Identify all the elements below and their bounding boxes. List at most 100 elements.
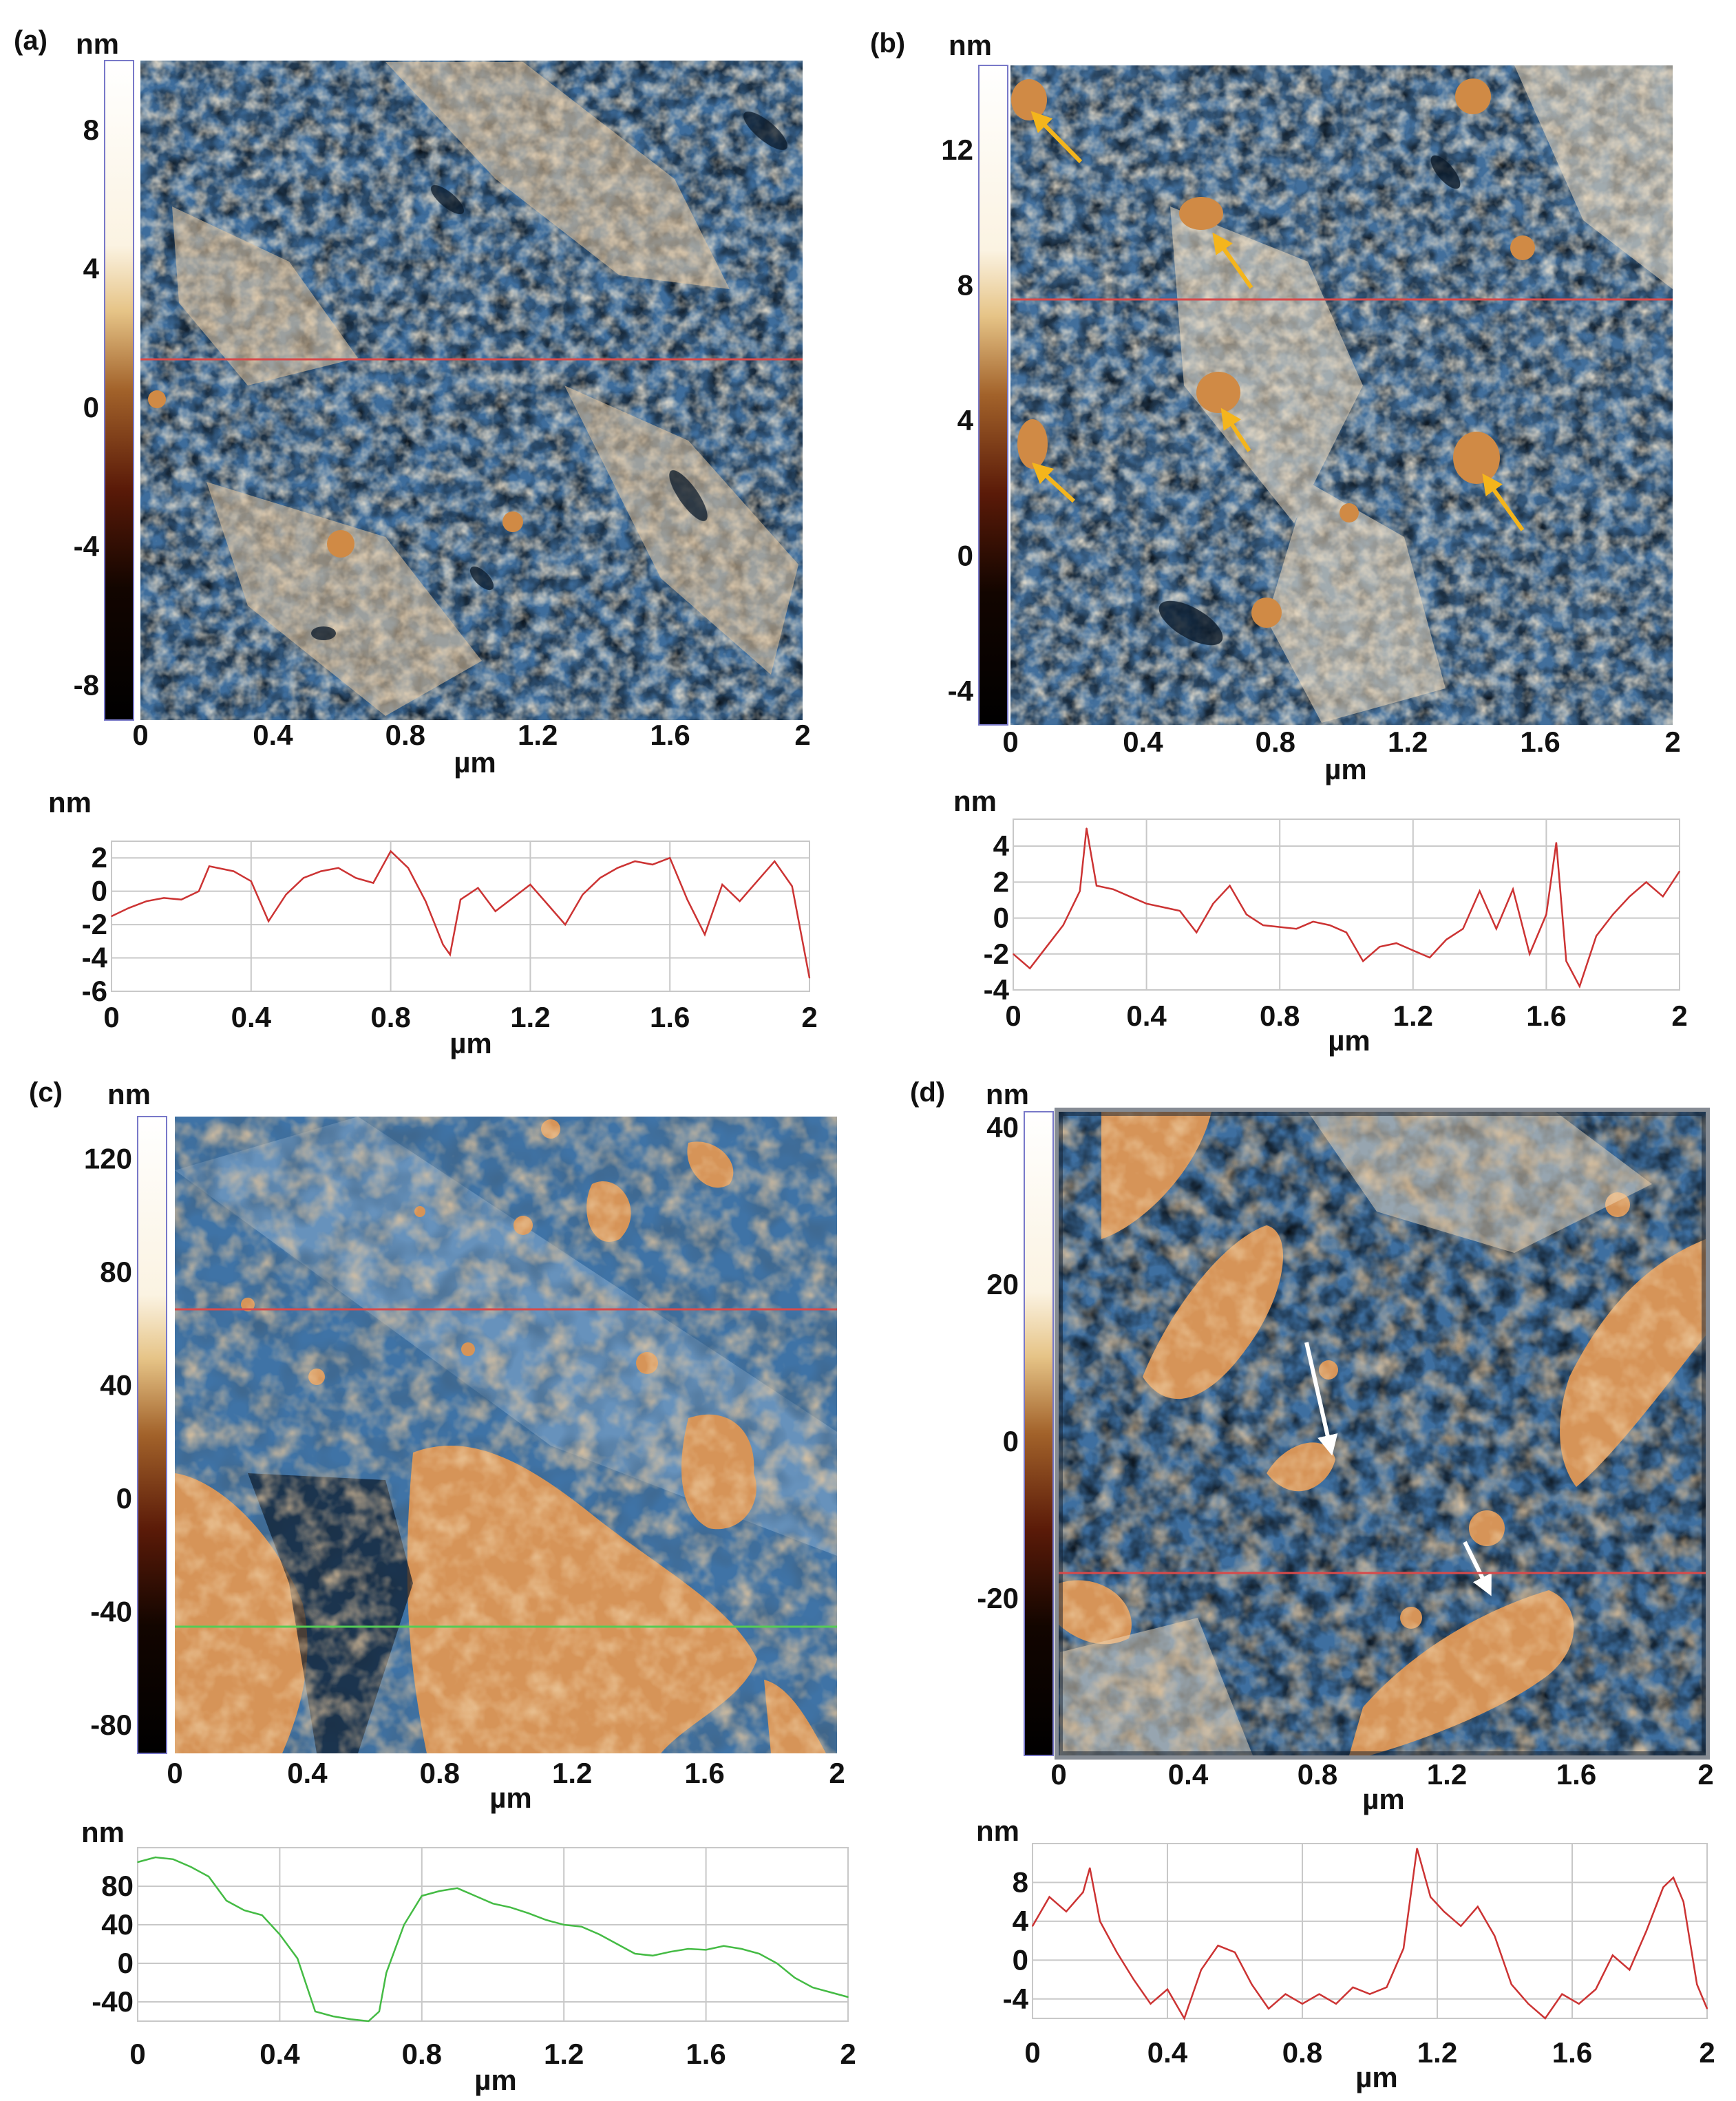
plot-a-series-line <box>111 849 811 978</box>
plot-a-point <box>251 880 252 882</box>
panel-d: (d) nm <box>910 1077 1714 1815</box>
colorbar-d <box>1024 1111 1054 1756</box>
plot-a-point <box>425 900 427 902</box>
plot-d-point <box>1082 1891 1084 1893</box>
plot-b-point <box>1262 925 1264 926</box>
plot-c-xtick: 0.4 <box>260 2038 300 2070</box>
plot-d-point <box>1682 1901 1684 1903</box>
plot-b-xtick: 2 <box>1671 1000 1687 1032</box>
plot-c-point <box>279 1934 281 1935</box>
plot-b-point <box>1196 931 1197 933</box>
colorbar-c-unit: nm <box>107 1078 151 1110</box>
xaxis-c-tick: 0.8 <box>420 1757 460 1789</box>
xaxis-b-tick: 2 <box>1664 726 1680 758</box>
plot-b-point <box>1395 942 1397 944</box>
plot-c-point <box>616 1943 618 1945</box>
plot-c-point <box>794 1977 796 1978</box>
plot-d-point <box>1099 1921 1101 1922</box>
plot-b-point <box>1512 889 1514 890</box>
colorbar-c-tick: 80 <box>100 1256 132 1288</box>
plot-d-ytick: 0 <box>1013 1943 1028 1976</box>
plot-a-point <box>442 944 444 945</box>
plot-c-point <box>368 2020 370 2022</box>
plot-d-point <box>1706 2008 1708 2009</box>
plot-d-point <box>1251 1983 1253 1985</box>
plot-a-point <box>739 900 741 902</box>
plot-c-point <box>474 1895 476 1897</box>
plot-b-point <box>1279 926 1280 928</box>
xaxis-d-tick: 2 <box>1697 1758 1713 1791</box>
plot-c-point <box>776 1963 778 1964</box>
plot-c-xlabel: µm <box>474 2064 517 2096</box>
afm-image-b <box>1010 65 1673 725</box>
plot-c-point <box>688 1948 689 1950</box>
xaxis-b-tick: 1.2 <box>1388 726 1428 758</box>
colorbar-a-tick: 8 <box>83 114 99 146</box>
xaxis-c-tick: 0 <box>167 1757 182 1789</box>
plot-c-point <box>581 1926 582 1928</box>
plot-a-point <box>582 894 584 896</box>
plot-d-point <box>1150 2003 1152 2005</box>
plot-a-xtick: 0.4 <box>231 1001 272 1033</box>
plot-a-frame <box>111 841 810 992</box>
plot-d-ytick: 8 <box>1013 1866 1028 1898</box>
plot-d-point <box>1511 1983 1512 1985</box>
plot-d-point <box>1302 2003 1303 2005</box>
xaxis-d-tick: 0.4 <box>1168 1758 1209 1791</box>
plot-d-point <box>1335 2003 1337 2005</box>
plot-a-xtick: 0.8 <box>370 1001 410 1033</box>
plot-b-ytick: 4 <box>993 830 1010 862</box>
plot-c-point <box>137 1861 138 1863</box>
plot-d-point <box>1673 1877 1674 1879</box>
plot-d-point <box>1646 1930 1647 1932</box>
plot-a-point <box>180 898 182 900</box>
plot-a-ylabel: nm <box>48 786 92 819</box>
plot-b-point <box>1379 946 1381 948</box>
plot-c-point <box>545 1919 547 1921</box>
plot-c-point <box>261 1914 263 1916</box>
plot-c-series-line <box>137 1856 849 2023</box>
plot-a-point <box>390 850 392 852</box>
plot-c-xtick: 0 <box>129 2038 145 2070</box>
panel-label-d: (d) <box>910 1077 945 1108</box>
plot-c-xtick: 1.2 <box>544 2038 584 2070</box>
colorbar-b-tick: 12 <box>941 134 973 166</box>
plot-b-point <box>1046 946 1048 948</box>
plot-c-frame <box>137 1847 849 2022</box>
plot-c-xtick: 0.8 <box>402 2038 442 2070</box>
plot-a-point <box>494 910 496 912</box>
xaxis-d-tick: 0.8 <box>1298 1758 1337 1791</box>
plot-d-point <box>1284 1993 1287 1995</box>
plot-b-point <box>1446 939 1447 940</box>
plot-c-point <box>847 1996 849 1998</box>
plot-b-point <box>1129 896 1131 898</box>
plot-b-point <box>1565 960 1567 962</box>
plot-c-point <box>634 1953 636 1954</box>
plot-d-ylabel: nm <box>976 1815 1019 1847</box>
plot-b-ytick: 2 <box>993 865 1009 898</box>
plot-a-xtick: 2 <box>801 1001 817 1033</box>
xaxis-a-tick: 0.4 <box>253 719 293 751</box>
xaxis-d-tick: 1.2 <box>1427 1758 1467 1791</box>
panel-a: (a) nm <box>14 25 811 779</box>
plot-a-ytick: 0 <box>92 875 107 907</box>
xaxis-b-tick: 1.6 <box>1520 726 1560 758</box>
plot-a-point <box>600 877 601 879</box>
plot-d-series-line <box>1031 1848 1708 2020</box>
colorbar-b-tick: 8 <box>957 268 973 301</box>
plot-c-point <box>705 1949 707 1951</box>
plot-d-point <box>1352 1987 1354 1988</box>
plot-b-point <box>1529 953 1530 955</box>
plot-d-point <box>1416 1848 1418 1849</box>
plot-a-point <box>774 861 776 862</box>
colorbar-d-tick: 20 <box>986 1268 1019 1300</box>
plot-d-xtick: 1.6 <box>1552 2036 1592 2069</box>
plot-d-point <box>1200 1969 1202 1971</box>
plot-a-point <box>209 865 210 867</box>
plot-c-point <box>670 1951 671 1952</box>
plot-a-point <box>285 894 287 896</box>
plot-a-point <box>268 920 269 922</box>
plot-b-point <box>1295 928 1298 930</box>
plot-b-point <box>1579 985 1580 987</box>
